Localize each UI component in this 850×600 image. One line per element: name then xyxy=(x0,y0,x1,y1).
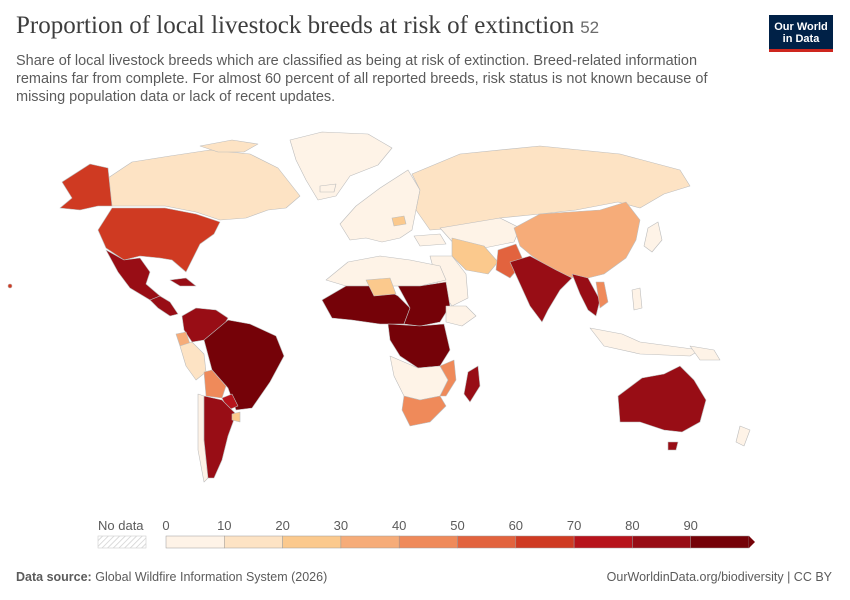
legend-bin xyxy=(515,535,575,549)
chart-subtitle: Share of local livestock breeds which ar… xyxy=(16,53,708,105)
region-greenland[interactable] xyxy=(289,131,393,201)
chart-title: Proportion of local livestock breeds at … xyxy=(16,12,600,39)
region-india[interactable] xyxy=(509,255,573,323)
region-philippines[interactable] xyxy=(631,287,643,311)
legend-tick-label: 40 xyxy=(392,518,406,533)
region-argentina[interactable] xyxy=(203,395,237,479)
region-papua[interactable] xyxy=(689,345,721,361)
region-horn-africa[interactable] xyxy=(445,305,477,327)
world-map[interactable] xyxy=(0,110,850,505)
region-turkey[interactable] xyxy=(413,233,447,247)
owid-logo[interactable]: Our World in Data xyxy=(769,15,833,52)
region-europe[interactable] xyxy=(339,169,421,243)
legend-bins xyxy=(165,535,755,549)
title-badge: 52 xyxy=(580,18,600,37)
legend-tick-label: 70 xyxy=(567,518,581,533)
legend-tick-label: 60 xyxy=(509,518,523,533)
region-vietnam[interactable] xyxy=(595,281,609,309)
legend-no-data-swatch xyxy=(97,535,147,549)
region-se-asia[interactable] xyxy=(571,273,601,317)
region-tasmania[interactable] xyxy=(667,441,679,451)
legend-bin xyxy=(340,535,400,549)
legend-arrow xyxy=(749,536,755,548)
legend-tick-label: 30 xyxy=(334,518,348,533)
legend-tick-label: 10 xyxy=(217,518,231,533)
region-bolivia[interactable] xyxy=(203,369,227,399)
legend-bin xyxy=(573,535,633,549)
legend-tick-label: 0 xyxy=(162,518,169,533)
legend-bin xyxy=(165,535,225,549)
region-iceland[interactable] xyxy=(319,183,337,193)
region-cuba[interactable] xyxy=(169,277,197,287)
color-legend: No data 0 10 20 30 40 50 60 70 80 90 xyxy=(97,518,755,549)
region-central-america[interactable] xyxy=(149,295,179,317)
region-south-africa[interactable] xyxy=(401,395,447,427)
region-eastern-europe[interactable] xyxy=(391,215,407,227)
legend-bin xyxy=(398,535,458,549)
data-source: Data source: Global Wildfire Information… xyxy=(16,570,328,584)
credit-link[interactable]: OurWorldinData.org/biodiversity | CC BY xyxy=(606,570,832,584)
region-hawaii[interactable] xyxy=(7,283,13,289)
region-indonesia[interactable] xyxy=(589,327,701,357)
region-mozambique[interactable] xyxy=(439,359,457,397)
region-usa[interactable] xyxy=(97,207,221,273)
legend-bin xyxy=(632,535,691,549)
region-madagascar[interactable] xyxy=(463,365,481,403)
region-canada[interactable] xyxy=(107,149,301,221)
region-china[interactable] xyxy=(513,201,641,281)
region-new-zealand[interactable] xyxy=(735,425,751,447)
legend-ticks: 0 10 20 30 40 50 60 70 80 90 xyxy=(162,518,698,533)
region-peru[interactable] xyxy=(179,341,207,381)
legend-tick-label: 20 xyxy=(275,518,289,533)
legend-bin xyxy=(457,535,517,549)
region-arctic-islands[interactable] xyxy=(199,139,259,153)
region-alaska[interactable] xyxy=(59,163,113,211)
region-uruguay[interactable] xyxy=(231,411,241,423)
region-australia[interactable] xyxy=(617,365,707,433)
region-mali[interactable] xyxy=(365,277,397,297)
region-mexico[interactable] xyxy=(105,249,161,301)
legend-bin xyxy=(690,535,750,549)
legend-tick-label: 90 xyxy=(683,518,697,533)
legend-bin xyxy=(282,535,342,549)
legend-tick-label: 80 xyxy=(625,518,639,533)
region-russia[interactable] xyxy=(411,145,691,231)
legend-bin xyxy=(224,535,283,549)
region-central-africa[interactable] xyxy=(397,281,451,327)
region-japan[interactable] xyxy=(643,221,663,253)
legend-tick-label: 50 xyxy=(450,518,464,533)
region-west-africa[interactable] xyxy=(321,285,411,325)
legend-no-data-label: No data xyxy=(98,518,144,533)
